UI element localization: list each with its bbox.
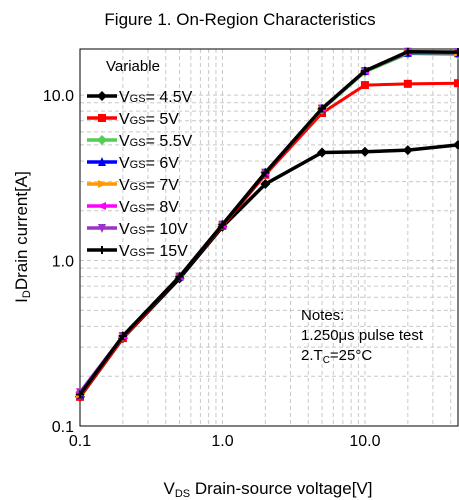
legend-item: VGS= 15V	[87, 243, 188, 260]
data-point	[97, 135, 107, 145]
data-point	[260, 179, 271, 190]
series-2	[76, 79, 459, 401]
data-point	[98, 246, 106, 254]
data-point	[118, 331, 127, 340]
data-point	[318, 104, 327, 113]
legend-label: VGS= 6V	[119, 155, 179, 172]
data-point	[97, 91, 107, 101]
y-tick-label: 1.0	[52, 254, 74, 271]
data-point	[98, 157, 106, 166]
legend-item: VGS= 7V	[87, 177, 179, 194]
notes-annotation: Notes: 1.250μs pulse test 2.TC=25°C	[301, 307, 424, 366]
y-axis-label: IDDrain current[A]	[12, 171, 33, 303]
notes-line-1: 1.250μs pulse test	[301, 327, 424, 344]
y-tick-label: 10.0	[43, 88, 74, 105]
tick-labels: 0.1 1.0 10.0 0.1 1.0 10.0	[43, 88, 381, 450]
x-tick-label: 0.1	[69, 433, 91, 450]
series-line	[78, 81, 459, 398]
legend-item: VGS= 10V	[87, 221, 188, 238]
chart-title: Figure 1. On-Region Characteristics	[104, 10, 375, 29]
data-point	[403, 47, 412, 56]
legend-item: VGS= 5V	[87, 111, 179, 128]
series-layer	[75, 47, 459, 402]
legend-label: VGS= 15V	[119, 243, 188, 260]
legend-label: VGS= 7V	[119, 177, 179, 194]
x-tick-label: 1.0	[211, 433, 233, 450]
data-point	[454, 48, 459, 57]
plot-frame	[79, 48, 459, 427]
legend-label: VGS= 5V	[119, 111, 179, 128]
legend-label: VGS= 5.5V	[119, 133, 193, 150]
data-point	[360, 66, 369, 75]
data-point	[98, 114, 106, 122]
legend-title: Variable	[106, 58, 160, 75]
data-point	[98, 180, 107, 188]
data-point	[402, 145, 413, 156]
data-point	[175, 272, 184, 281]
grid	[79, 49, 458, 427]
legend-label: VGS= 10V	[119, 221, 188, 238]
data-point	[403, 79, 412, 88]
series-8	[76, 47, 459, 399]
legend-item: VGS= 4.5V	[87, 89, 193, 106]
x-tick-label: 10.0	[349, 433, 380, 450]
legend-label: VGS= 8V	[119, 199, 179, 216]
y-tick-label: 0.1	[52, 419, 74, 436]
data-point	[261, 168, 270, 177]
series-1	[75, 139, 459, 402]
data-point	[359, 146, 370, 157]
data-point	[453, 139, 459, 150]
data-point	[317, 147, 328, 158]
x-axis-label: VDS Drain-source voltage[V]	[164, 479, 373, 500]
data-point	[97, 202, 106, 210]
notes-line-2: 2.TC=25°C	[301, 347, 372, 366]
legend-label: VGS= 4.5V	[119, 89, 193, 106]
data-point	[454, 79, 459, 88]
legend: Variable VGS= 4.5V VGS= 5V VGS= 5.5V VGS= 6V…	[87, 58, 193, 260]
data-point	[76, 390, 84, 399]
legend-item: VGS= 5.5V	[87, 133, 193, 150]
notes-heading: Notes:	[301, 307, 344, 324]
legend-item: VGS= 6V	[87, 155, 179, 172]
legend-item: VGS= 8V	[87, 199, 179, 216]
data-point	[360, 81, 369, 90]
data-point	[218, 220, 227, 229]
data-point	[98, 224, 106, 233]
